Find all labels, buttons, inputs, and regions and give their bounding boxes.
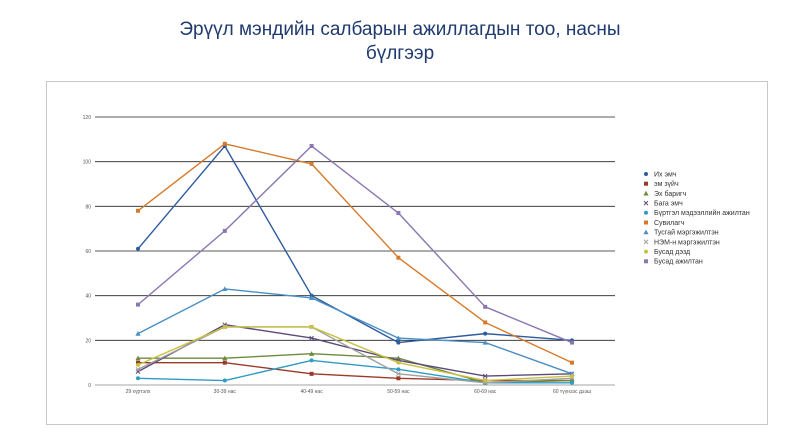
chart-frame [46, 81, 768, 425]
x-tick-label: 30-39 нас [214, 389, 237, 395]
data-point [136, 376, 140, 381]
data-point [396, 255, 401, 260]
data-point [309, 295, 315, 300]
title-line-1: Эрүүл мэндийн салбарын ажиллагдын тоо, н… [179, 19, 621, 40]
data-point [222, 324, 227, 329]
data-point [222, 286, 228, 292]
data-point [483, 320, 488, 325]
legend-label: эм зүйч [654, 180, 679, 188]
y-tick-label: 120 [83, 115, 92, 121]
data-point [135, 331, 141, 336]
series-line-6 [137, 143, 573, 364]
legend-label: НЭМ-н мэргэжилтэн [654, 239, 720, 246]
data-point [482, 373, 488, 379]
y-tick-label: 80 [85, 204, 91, 210]
data-point [222, 378, 227, 383]
data-point [483, 304, 488, 309]
legend-label: Сувилагч [654, 220, 685, 227]
data-point [136, 302, 140, 307]
data-point [309, 371, 314, 376]
data-point [309, 161, 314, 166]
data-point [309, 335, 314, 341]
series-line-5 [137, 359, 572, 384]
legend-label: Их эмч [654, 171, 677, 178]
legend-label: Бусад ажилтан [654, 259, 703, 266]
data-point [570, 360, 574, 365]
legend-marker [644, 172, 648, 176]
x-tick-label: 29 хүртэлх [126, 389, 151, 395]
x-tick-label: 60-69 нас [474, 389, 497, 395]
legend-marker [643, 229, 649, 235]
data-point [222, 355, 228, 361]
data-point [396, 371, 401, 377]
data-point [570, 340, 574, 345]
data-point [309, 144, 314, 149]
title-line-2: бүлгээр [365, 43, 435, 64]
y-tick-label: 40 [85, 294, 91, 300]
data-point [136, 208, 140, 213]
y-tick-label: 60 [85, 249, 91, 255]
x-tick-label: 50-59 нас [387, 389, 410, 395]
data-point [396, 211, 401, 216]
data-point [309, 351, 315, 356]
data-point [222, 141, 227, 146]
legend-marker [644, 220, 648, 225]
x-tick-label: 40-49 нас [300, 389, 323, 395]
legend-label: Тусгай мэргэжилтэн [654, 229, 719, 237]
data-point [136, 362, 140, 367]
series-line-10 [137, 145, 573, 344]
series-line-3 [138, 353, 573, 384]
data-point [309, 358, 314, 363]
data-point [570, 374, 574, 379]
data-point [309, 324, 314, 329]
legend-label: Бүртгэл мэдээллийн ажилтан [654, 209, 750, 217]
y-tick-label: 100 [83, 160, 92, 166]
legend-marker [643, 190, 649, 196]
data-point [483, 331, 488, 336]
data-point [222, 360, 227, 365]
data-point [222, 228, 227, 233]
series-line-9 [137, 326, 573, 382]
x-tick-label: 60 түүнээс дээш [553, 389, 591, 395]
legend-marker [643, 239, 649, 245]
data-point [396, 340, 401, 345]
legend-marker [643, 200, 649, 206]
data-point [483, 378, 488, 383]
legend-label: Бага эмч [654, 201, 683, 208]
y-tick-label: 20 [85, 338, 91, 344]
legend-marker [644, 259, 648, 264]
series-line-2 [138, 361, 572, 382]
data-point [136, 246, 140, 251]
legend-label: Бусад дэзд [654, 249, 690, 256]
data-point [395, 335, 401, 341]
data-point [135, 355, 141, 361]
series-line-7 [137, 288, 573, 375]
legend-label: Эх баригч [654, 190, 687, 198]
data-point [136, 360, 140, 365]
y-tick-label: 0 [88, 383, 91, 389]
data-point [570, 380, 574, 385]
legend-marker [644, 249, 648, 254]
series-line-1 [137, 145, 573, 344]
data-point [396, 376, 401, 381]
legend-marker [644, 181, 648, 186]
data-point [482, 339, 488, 345]
data-point [396, 367, 401, 372]
data-point [135, 367, 141, 372]
data-point [396, 360, 401, 365]
legend-marker [644, 210, 648, 215]
page-title: Эрүүл мэндийн салбарын ажиллагдын тоо, н… [0, 18, 800, 66]
